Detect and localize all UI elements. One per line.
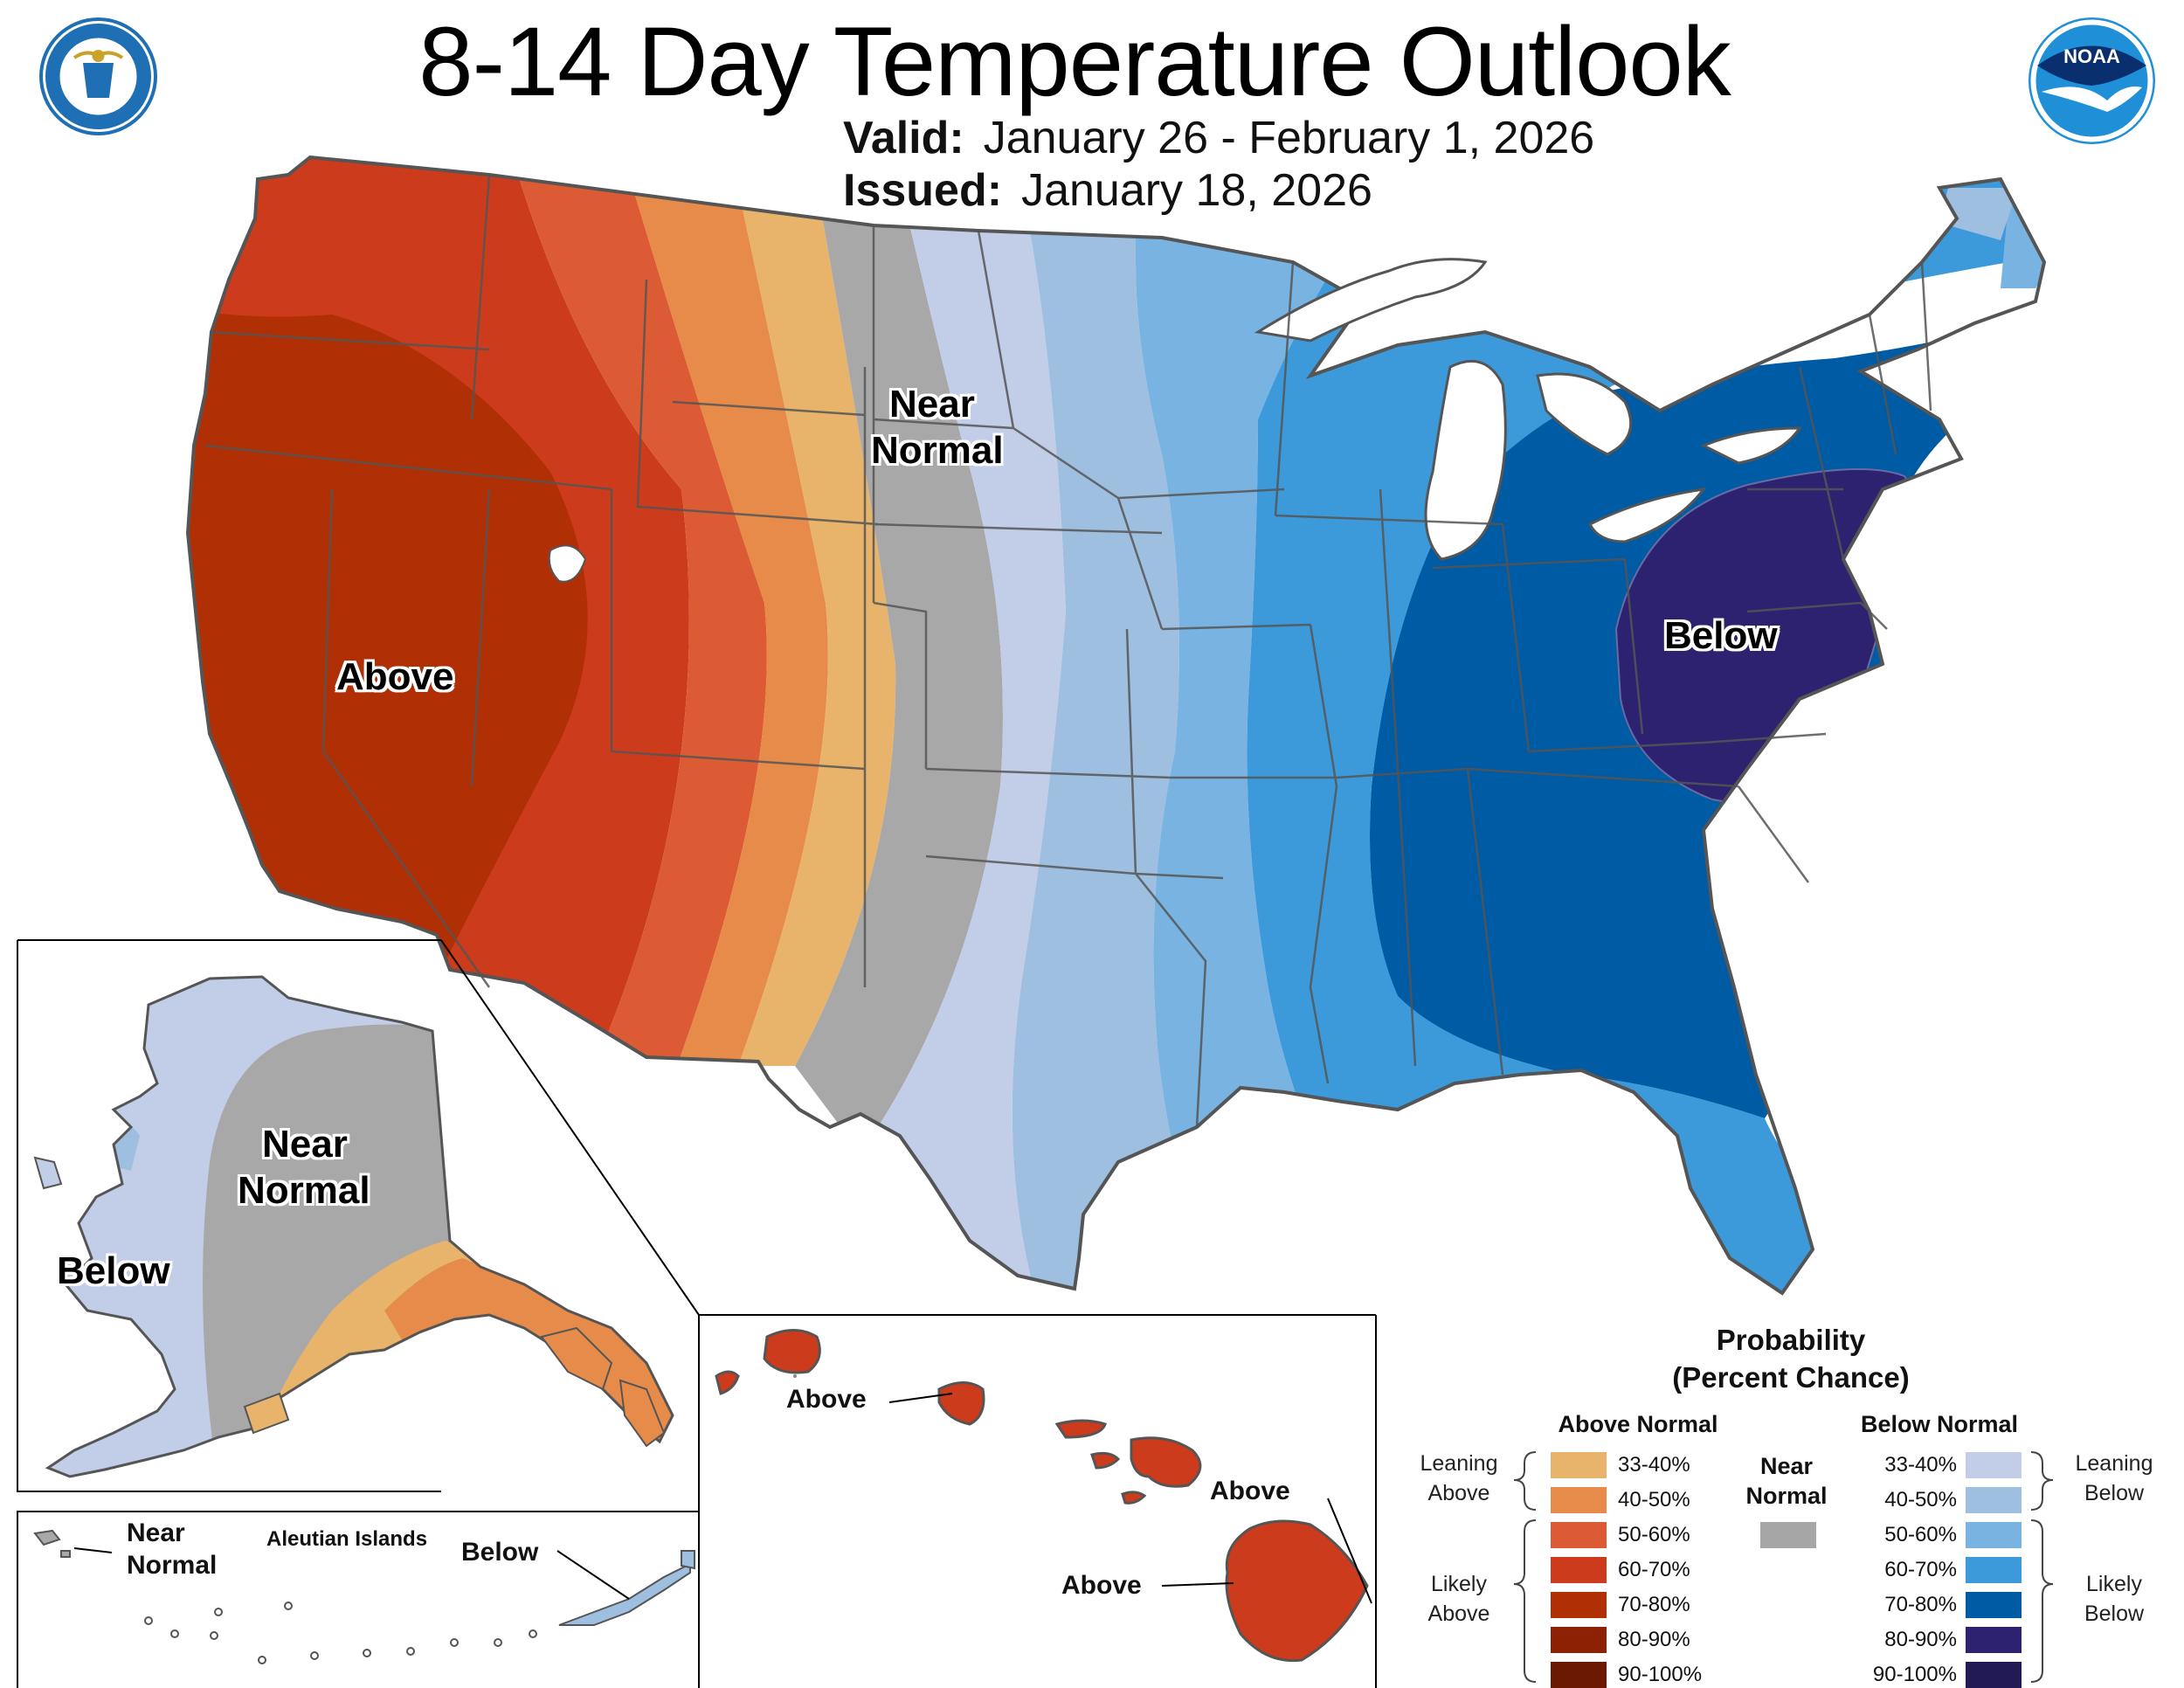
aleutian-near-pointer xyxy=(73,1547,113,1553)
valid-dates: January 26 - February 1, 2026 xyxy=(983,113,1595,163)
likely-below-1: Likely xyxy=(2086,1572,2142,1596)
alaska-inset-frame xyxy=(17,940,441,1492)
alaska-near-label-1: Near xyxy=(262,1123,348,1166)
legend-title-1: Probability xyxy=(1716,1324,1866,1356)
above-normal-range-label: 50-60% xyxy=(1618,1523,1690,1546)
likely-below-bracket-label: Likely Below xyxy=(2057,1570,2171,1629)
aleutian-islands-chain xyxy=(33,1529,695,1664)
above-normal-swatch xyxy=(1551,1627,1607,1653)
state-borders xyxy=(204,174,1932,1128)
legend-near-label-1: Near xyxy=(1759,1453,1814,1479)
issued-line: Issued: January 18, 2026 xyxy=(843,164,1372,217)
below-normal-range-label: 40-50% xyxy=(1884,1488,1957,1512)
hawaii-above-pointer-2 xyxy=(1327,1498,1372,1604)
below-normal-swatch xyxy=(1966,1487,2022,1513)
likely-above-1: Likely xyxy=(1431,1572,1487,1596)
conus-above-label: Above xyxy=(336,655,454,698)
noaa-logo: NOAA xyxy=(2028,17,2155,144)
leaning-above-bracket-label: Leaning Above xyxy=(1402,1449,1516,1509)
below-normal-range-label: 70-80% xyxy=(1884,1593,1957,1616)
aleutian-near-label-2: Normal xyxy=(127,1551,218,1580)
alaska-near-label-2: Normal xyxy=(238,1169,370,1212)
above-normal-range-label: 90-100% xyxy=(1618,1663,1703,1686)
aleutian-islands-title: Aleutian Islands xyxy=(266,1527,428,1551)
below-normal-swatch xyxy=(1966,1592,2022,1618)
commerce-seal-icon xyxy=(43,21,154,132)
below-normal-swatch xyxy=(1966,1662,2022,1688)
alaska-western-islands xyxy=(33,1156,85,1282)
below-normal-swatch xyxy=(1966,1452,2022,1478)
alaska-panhandle-islands xyxy=(243,1326,666,1448)
hawaii-above-pointer-1 xyxy=(888,1393,953,1403)
below-normal-range-label: 80-90% xyxy=(1884,1628,1957,1651)
leaning-below-bracket-label: Leaning Below xyxy=(2057,1449,2171,1509)
alaska-below-label: Below xyxy=(57,1249,170,1292)
legend-below-header: Below Normal xyxy=(1860,1411,2019,1437)
below-normal-range-label: 50-60% xyxy=(1884,1523,1957,1546)
likely-above-2: Above xyxy=(1427,1601,1490,1626)
valid-label: Valid: xyxy=(843,113,964,163)
issued-label: Issued: xyxy=(843,165,1003,216)
below-normal-swatch xyxy=(1966,1627,2022,1653)
below-normal-range-label: 33-40% xyxy=(1884,1453,1957,1477)
hawaii-above-pointer-3 xyxy=(1161,1582,1234,1587)
valid-line: Valid: January 26 - February 1, 2026 xyxy=(843,112,1594,164)
legend-title-2: (Percent Chance) xyxy=(1672,1361,1910,1394)
great-salt-lake xyxy=(548,544,587,583)
legend-above-header: Above Normal xyxy=(1558,1411,1718,1437)
above-normal-swatch xyxy=(1551,1662,1607,1688)
commerce-seal-logo xyxy=(39,17,157,135)
noaa-gull-icon: NOAA xyxy=(2030,19,2153,142)
above-normal-swatch xyxy=(1551,1557,1607,1583)
aleutian-below-pointer xyxy=(556,1550,630,1600)
legend-near-normal-swatch xyxy=(1760,1522,1816,1548)
noaa-text: NOAA xyxy=(2063,45,2120,67)
below-normal-range-label: 90-100% xyxy=(1872,1663,1957,1686)
legend-brackets xyxy=(1513,1451,2054,1683)
above-normal-range-label: 60-70% xyxy=(1618,1558,1690,1581)
hawaii-above-label-2: Above xyxy=(1210,1477,1290,1505)
leaning-above-2: Above xyxy=(1427,1480,1490,1505)
above-normal-swatch xyxy=(1551,1452,1607,1478)
above-normal-swatch xyxy=(1551,1522,1607,1548)
above-normal-swatch xyxy=(1551,1487,1607,1513)
above-normal-range-label: 70-80% xyxy=(1618,1593,1690,1616)
likely-above-bracket-label: Likely Above xyxy=(1402,1570,1516,1629)
leaning-above-1: Leaning xyxy=(1420,1451,1498,1476)
hawaii-above-label-1: Above xyxy=(786,1385,867,1414)
legend-near-label-2: Normal xyxy=(1745,1483,1828,1509)
page-title: 8-14 Day Temperature Outlook xyxy=(418,7,1731,116)
above-normal-swatch xyxy=(1551,1592,1607,1618)
conus-near-label-2: Normal xyxy=(871,429,1004,472)
conus-outline xyxy=(185,155,2047,1296)
above-normal-range-label: 80-90% xyxy=(1618,1628,1690,1651)
conus-near-label-1: Near xyxy=(889,383,975,425)
aleutian-inset-frame xyxy=(17,1511,700,1688)
hawaii-above-label-3: Above xyxy=(1061,1571,1142,1600)
below-normal-swatch xyxy=(1966,1522,2022,1548)
leaning-below-2: Below xyxy=(2084,1480,2145,1505)
above-normal-range-label: 33-40% xyxy=(1618,1453,1690,1477)
above-normal-range-label: 40-50% xyxy=(1618,1488,1690,1512)
great-lakes xyxy=(1254,258,1802,561)
leaning-below-1: Leaning xyxy=(2075,1451,2153,1476)
likely-below-2: Below xyxy=(2084,1601,2145,1626)
aleutian-below-label: Below xyxy=(461,1538,539,1567)
hawaii-islands xyxy=(715,1329,1369,1663)
below-normal-swatch xyxy=(1966,1557,2022,1583)
below-normal-range-label: 60-70% xyxy=(1884,1558,1957,1581)
conus-below-label: Below xyxy=(1664,614,1778,657)
aleutian-near-label-1: Near xyxy=(127,1519,185,1547)
issued-date: January 18, 2026 xyxy=(1021,165,1372,216)
